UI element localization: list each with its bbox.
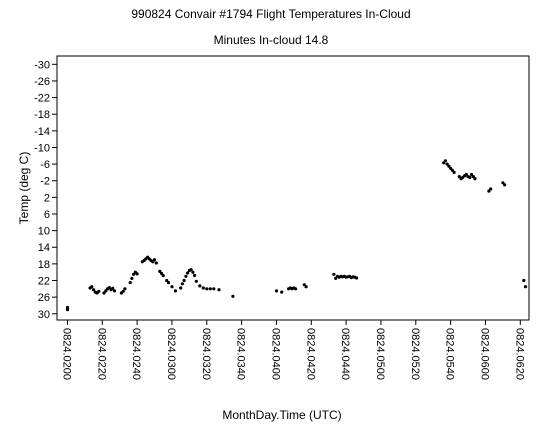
data-point bbox=[184, 274, 188, 278]
data-point bbox=[92, 288, 96, 292]
data-point bbox=[452, 170, 456, 174]
data-point bbox=[487, 189, 491, 193]
data-point bbox=[503, 183, 507, 187]
data-point bbox=[191, 270, 195, 274]
y-tick-label: -10 bbox=[34, 142, 50, 154]
data-point bbox=[90, 285, 94, 289]
y-tick-label: 22 bbox=[38, 276, 50, 288]
data-point bbox=[468, 175, 472, 179]
y-tick-label: 18 bbox=[38, 259, 50, 271]
x-tick-label: 0824.0320 bbox=[200, 328, 212, 380]
data-point bbox=[443, 159, 447, 163]
data-point bbox=[280, 290, 284, 294]
y-tick-label: -26 bbox=[34, 76, 50, 88]
chart-subtitle: Minutes In-cloud 14.8 bbox=[214, 33, 329, 47]
x-tick-label: 0824.0500 bbox=[374, 328, 386, 380]
x-tick-label: 0824.0240 bbox=[130, 328, 142, 380]
x-tick-label: 0824.0200 bbox=[60, 328, 72, 380]
data-point bbox=[473, 177, 477, 181]
data-point bbox=[217, 288, 221, 292]
data-point bbox=[165, 278, 169, 283]
data-point bbox=[128, 281, 132, 285]
data-point bbox=[65, 305, 70, 310]
x-axis-label: MonthDay.Time (UTC) bbox=[222, 408, 341, 422]
data-point bbox=[112, 289, 117, 293]
data-point bbox=[121, 289, 125, 293]
y-tick-label: 2 bbox=[44, 192, 50, 204]
x-tick-label: 0824.0540 bbox=[444, 328, 456, 380]
data-point bbox=[445, 162, 449, 166]
data-point bbox=[205, 287, 209, 291]
data-point bbox=[135, 272, 139, 276]
chart-title: 990824 Convair #1794 Flight Temperatures… bbox=[131, 7, 410, 21]
data-point bbox=[522, 278, 526, 283]
x-tick-label: 0824.0620 bbox=[513, 328, 525, 380]
x-tick-label: 0824.0520 bbox=[409, 328, 421, 380]
x-tick-label: 0824.0600 bbox=[478, 328, 490, 380]
data-point bbox=[161, 273, 165, 278]
data-point bbox=[194, 279, 198, 283]
data-point bbox=[170, 285, 174, 289]
x-tick-label: 0824.0220 bbox=[95, 328, 107, 380]
data-point bbox=[201, 286, 205, 290]
plot-frame bbox=[56, 55, 530, 321]
data-point bbox=[152, 258, 157, 262]
y-axis-label: Temp (deg C) bbox=[17, 152, 31, 225]
y-tick-label: -6 bbox=[40, 159, 50, 171]
x-tick-label: 0824.0300 bbox=[165, 328, 177, 380]
data-point bbox=[332, 272, 336, 276]
data-point bbox=[182, 278, 186, 283]
data-point bbox=[304, 285, 308, 289]
x-tick-label: 0824.0440 bbox=[339, 328, 351, 380]
data-point bbox=[111, 286, 115, 290]
y-tick-label: 14 bbox=[38, 242, 50, 254]
data-point bbox=[130, 276, 134, 280]
data-point bbox=[231, 294, 235, 298]
data-point bbox=[294, 287, 298, 291]
data-points bbox=[65, 159, 528, 312]
data-point bbox=[97, 289, 101, 293]
data-point bbox=[154, 261, 158, 265]
data-point bbox=[180, 282, 184, 286]
data-point bbox=[166, 281, 171, 285]
data-point bbox=[489, 187, 493, 191]
y-tick-label: -30 bbox=[34, 59, 50, 71]
data-point bbox=[179, 286, 183, 290]
y-tick-label: 10 bbox=[38, 226, 50, 238]
data-point bbox=[132, 272, 136, 276]
y-tick-label: -22 bbox=[34, 93, 50, 105]
data-point bbox=[469, 172, 474, 177]
data-point bbox=[212, 287, 216, 291]
data-point bbox=[123, 287, 127, 291]
y-tick-label: 26 bbox=[38, 292, 50, 304]
x-tick-label: 0824.0400 bbox=[269, 328, 281, 380]
data-point bbox=[193, 273, 197, 278]
data-point bbox=[186, 271, 190, 275]
y-tick-label: -14 bbox=[34, 126, 50, 138]
data-point bbox=[189, 268, 193, 272]
data-point bbox=[198, 284, 202, 288]
data-point bbox=[355, 276, 359, 280]
data-point bbox=[208, 287, 212, 291]
y-tick-label: 30 bbox=[38, 309, 50, 321]
data-point bbox=[523, 285, 528, 289]
x-tick-label: 0824.0340 bbox=[235, 328, 247, 380]
data-point bbox=[173, 289, 177, 293]
x-axis: 0824.0200 0824.0220 0824.0240 0824.0300 0824… bbox=[60, 320, 525, 380]
y-tick-label: -18 bbox=[34, 109, 50, 121]
x-tick-label: 0824.0420 bbox=[304, 328, 316, 380]
y-tick-label: -2 bbox=[40, 176, 50, 188]
y-tick-label: 6 bbox=[44, 209, 50, 221]
data-point bbox=[102, 291, 106, 295]
data-point bbox=[274, 289, 279, 293]
